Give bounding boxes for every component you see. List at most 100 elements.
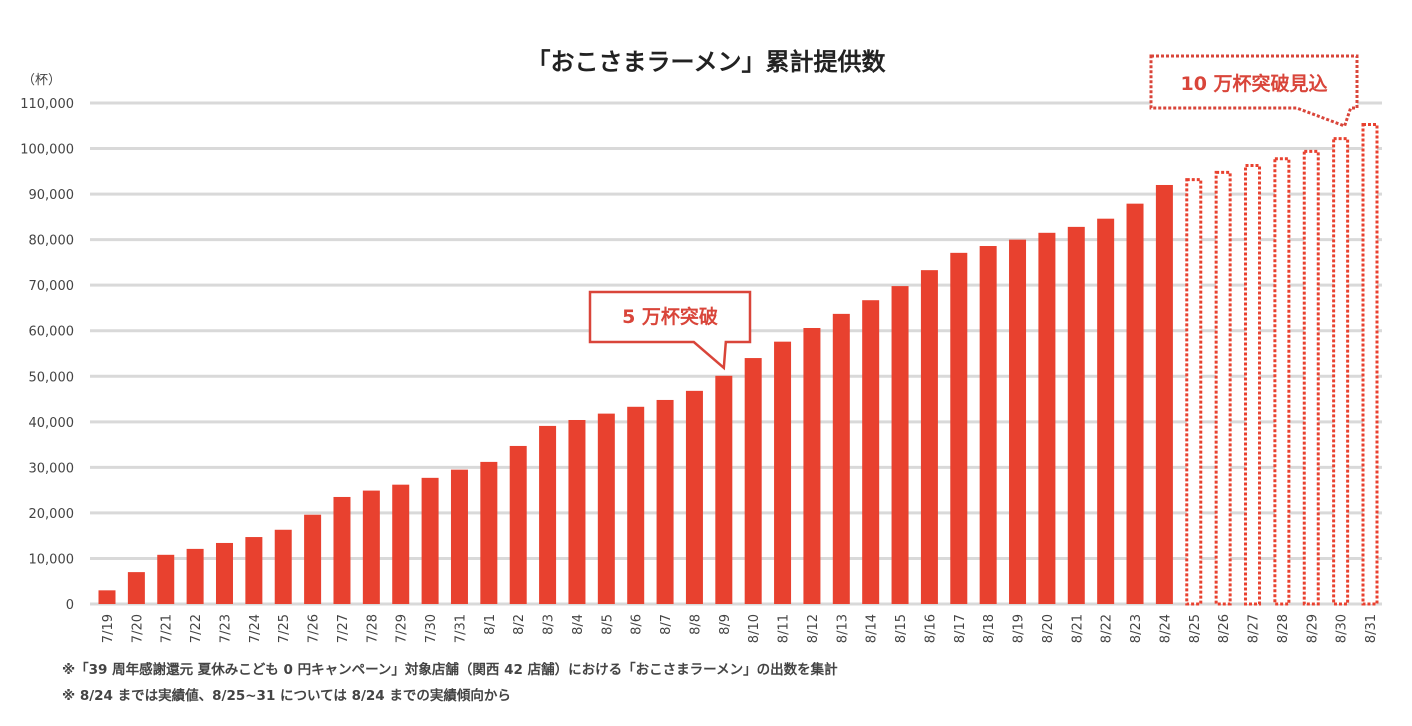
forecast-bar-8/31 bbox=[1361, 123, 1379, 606]
bar-7/29 bbox=[392, 484, 410, 604]
forecast-bar-8/25 bbox=[1185, 178, 1203, 606]
x-tick-label: 7/27 bbox=[336, 614, 351, 643]
y-tick-label: 10,000 bbox=[29, 552, 75, 567]
bar-8/5 bbox=[597, 413, 615, 604]
y-tick-label: 90,000 bbox=[29, 188, 75, 203]
y-tick-label: 70,000 bbox=[29, 279, 75, 294]
y-tick-label: 50,000 bbox=[29, 370, 75, 385]
forecast-bar-8/27 bbox=[1244, 164, 1262, 606]
bar-8/8 bbox=[685, 390, 703, 604]
x-tick-label: 8/2 bbox=[512, 614, 527, 635]
x-tick-label: 8/9 bbox=[718, 614, 733, 635]
x-tick-label: 8/17 bbox=[953, 614, 968, 643]
x-tick-label: 8/25 bbox=[1188, 614, 1203, 643]
forecast-bar-8/29 bbox=[1302, 149, 1320, 606]
y-tick-label: 60,000 bbox=[29, 325, 75, 340]
bar-7/23 bbox=[215, 542, 233, 604]
bar-7/30 bbox=[421, 477, 439, 604]
bar-8/20 bbox=[1038, 232, 1056, 604]
x-tick-label: 8/6 bbox=[630, 614, 645, 635]
y-axis-unit: （杯） bbox=[22, 73, 61, 88]
y-tick-label: 30,000 bbox=[29, 461, 75, 476]
bar-7/31 bbox=[450, 469, 468, 604]
forecast-bar-8/30 bbox=[1332, 137, 1350, 606]
x-tick-label: 7/21 bbox=[160, 614, 175, 643]
x-tick-label: 7/31 bbox=[453, 614, 468, 643]
x-tick-label: 8/10 bbox=[747, 614, 762, 643]
bar-7/27 bbox=[333, 496, 351, 604]
forecast-bar-8/28 bbox=[1273, 157, 1291, 606]
bar-8/12 bbox=[803, 327, 821, 604]
x-tick-label: 7/19 bbox=[101, 614, 116, 643]
bar-7/26 bbox=[304, 514, 322, 604]
x-tick-label: 8/26 bbox=[1217, 614, 1232, 643]
x-tick-label: 8/18 bbox=[982, 614, 997, 643]
x-tick-label: 7/24 bbox=[248, 614, 263, 643]
bar-8/2 bbox=[509, 445, 527, 604]
x-tick-label: 8/4 bbox=[571, 614, 586, 635]
forecast-bar-8/26 bbox=[1214, 170, 1232, 606]
bar-7/28 bbox=[362, 490, 380, 604]
bar-8/18 bbox=[979, 246, 997, 604]
bar-7/19 bbox=[98, 590, 116, 604]
bar-8/22 bbox=[1097, 218, 1115, 604]
x-tick-label: 8/16 bbox=[923, 614, 938, 643]
y-tick-label: 40,000 bbox=[29, 416, 75, 431]
bar-8/9 bbox=[715, 375, 733, 604]
x-tick-label: 8/29 bbox=[1305, 614, 1320, 643]
callout-text: 5 万杯突破 bbox=[622, 305, 718, 328]
x-tick-label: 7/23 bbox=[218, 614, 233, 643]
bar-7/24 bbox=[245, 537, 263, 604]
bar-8/6 bbox=[627, 406, 645, 604]
bar-8/24 bbox=[1155, 184, 1173, 604]
footnote-2: ※ 8/24 までは実績値、8/25~31 については 8/24 までの実績傾向… bbox=[62, 688, 511, 704]
x-tick-label: 8/3 bbox=[542, 614, 557, 635]
bar-8/23 bbox=[1126, 203, 1144, 604]
x-tick-label: 8/1 bbox=[483, 614, 498, 635]
x-tick-label: 8/15 bbox=[894, 614, 909, 643]
y-tick-label: 80,000 bbox=[29, 234, 75, 249]
bar-7/22 bbox=[186, 548, 204, 604]
bar-8/16 bbox=[920, 270, 938, 604]
chart-title: 「おこさまラーメン」累計提供数 bbox=[526, 48, 886, 76]
x-tick-label: 7/22 bbox=[189, 614, 204, 643]
bar-8/13 bbox=[832, 313, 850, 604]
y-tick-label: 100,000 bbox=[20, 143, 74, 158]
x-tick-label: 8/12 bbox=[806, 614, 821, 643]
bar-8/10 bbox=[744, 358, 762, 604]
bar-8/14 bbox=[862, 300, 880, 604]
callout-text: 10 万杯突破見込 bbox=[1180, 72, 1327, 95]
bar-7/25 bbox=[274, 529, 292, 604]
bar-7/20 bbox=[127, 572, 145, 604]
x-tick-label: 8/28 bbox=[1276, 614, 1291, 643]
x-tick-label: 7/30 bbox=[424, 614, 439, 643]
x-tick-label: 8/21 bbox=[1070, 614, 1085, 643]
x-tick-label: 8/27 bbox=[1247, 614, 1262, 643]
y-tick-label: 110,000 bbox=[20, 97, 74, 112]
x-tick-label: 8/5 bbox=[600, 614, 615, 635]
x-tick-label: 8/19 bbox=[1012, 614, 1027, 643]
x-tick-label: 8/22 bbox=[1100, 614, 1115, 643]
bar-8/7 bbox=[656, 399, 674, 604]
bar-8/19 bbox=[1009, 239, 1027, 605]
x-tick-label: 8/8 bbox=[688, 614, 703, 635]
x-tick-label: 8/13 bbox=[835, 614, 850, 643]
x-tick-label: 8/14 bbox=[865, 614, 880, 643]
callout-box bbox=[588, 290, 752, 371]
x-tick-label: 7/29 bbox=[395, 614, 410, 643]
y-tick-label: 20,000 bbox=[29, 507, 75, 522]
x-tick-label: 7/20 bbox=[130, 614, 145, 643]
x-tick-label: 8/30 bbox=[1335, 614, 1350, 643]
x-tick-label: 7/25 bbox=[277, 614, 292, 643]
x-tick-label: 7/28 bbox=[365, 614, 380, 643]
x-tick-label: 8/11 bbox=[777, 614, 792, 643]
bar-8/21 bbox=[1067, 226, 1085, 604]
x-tick-label: 7/26 bbox=[307, 614, 322, 643]
x-tick-label: 8/24 bbox=[1158, 614, 1173, 643]
forecast-callout-box bbox=[1149, 54, 1359, 128]
bar-7/21 bbox=[157, 554, 175, 604]
y-tick-label: 0 bbox=[66, 598, 74, 613]
x-tick-label: 8/31 bbox=[1364, 614, 1379, 643]
bar-8/11 bbox=[774, 341, 792, 604]
